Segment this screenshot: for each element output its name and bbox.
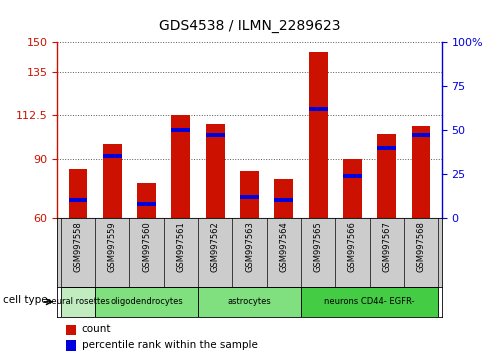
Text: GDS4538 / ILMN_2289623: GDS4538 / ILMN_2289623	[159, 19, 340, 34]
Text: oligodendrocytes: oligodendrocytes	[110, 297, 183, 306]
Text: GSM997565: GSM997565	[313, 221, 323, 272]
Text: GSM997564: GSM997564	[279, 221, 288, 272]
Bar	[68, 169, 87, 218]
Bar	[309, 107, 327, 111]
Bar	[172, 128, 190, 132]
Bar	[343, 159, 362, 218]
Bar	[137, 183, 156, 218]
Bar	[172, 115, 190, 218]
Text: GSM997567: GSM997567	[382, 221, 391, 272]
Text: GSM997558: GSM997558	[73, 221, 82, 272]
Bar	[103, 144, 122, 218]
Bar	[95, 287, 198, 317]
Bar	[377, 134, 396, 218]
Bar	[274, 179, 293, 218]
Text: astrocytes: astrocytes	[228, 297, 271, 306]
Bar	[137, 202, 156, 206]
Text: GSM997560: GSM997560	[142, 221, 151, 272]
Text: neurons CD44- EGFR-: neurons CD44- EGFR-	[324, 297, 415, 306]
Bar	[240, 195, 259, 199]
Bar	[66, 325, 76, 335]
Bar	[301, 287, 438, 317]
Bar	[412, 133, 431, 137]
Text: cell type: cell type	[3, 295, 47, 305]
Bar	[274, 198, 293, 202]
Text: GSM997568: GSM997568	[417, 221, 426, 272]
Bar	[198, 287, 301, 317]
Bar	[66, 341, 76, 350]
Text: GSM997559: GSM997559	[108, 221, 117, 272]
Bar	[103, 154, 122, 158]
Bar	[206, 124, 225, 218]
Bar	[61, 287, 95, 317]
Bar	[240, 171, 259, 218]
Text: percentile rank within the sample: percentile rank within the sample	[81, 340, 257, 350]
Bar	[309, 52, 327, 218]
Bar	[412, 126, 431, 218]
Text: GSM997562: GSM997562	[211, 221, 220, 272]
Text: GSM997566: GSM997566	[348, 221, 357, 272]
Bar	[68, 198, 87, 202]
Text: neural rosettes: neural rosettes	[46, 297, 110, 306]
Text: count: count	[81, 324, 111, 334]
Bar	[377, 146, 396, 149]
Bar	[206, 133, 225, 137]
Text: GSM997561: GSM997561	[176, 221, 186, 272]
Text: GSM997563: GSM997563	[245, 221, 254, 272]
Bar	[343, 174, 362, 178]
